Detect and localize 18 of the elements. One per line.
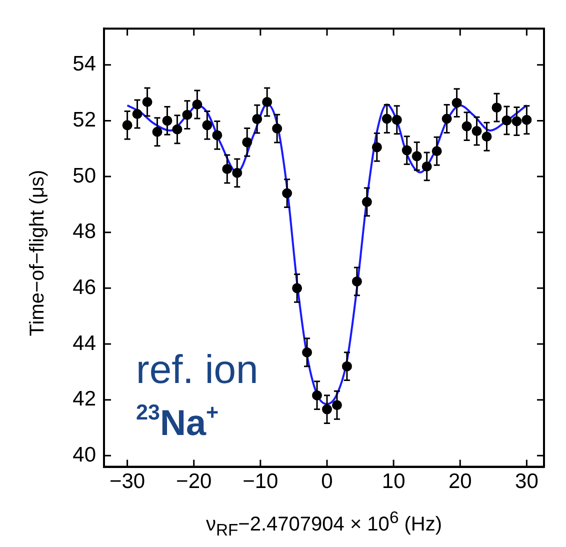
y-tick-label: 48: [72, 220, 96, 244]
y-axis-title: Time−of−flight (μs): [26, 170, 50, 336]
x-tick-label: 30: [515, 470, 538, 494]
x-tick-label: 20: [448, 470, 472, 494]
y-tick-label: 50: [72, 164, 96, 188]
x-tick-label: −20: [176, 470, 212, 494]
x-tick-label: 10: [382, 470, 406, 494]
y-tick-label: 54: [72, 52, 96, 76]
y-tick-label: 42: [72, 388, 96, 411]
x-axis-title: ν$_{RF}$−2.4707904 × 10$^{6}$ (Hz): [204, 508, 444, 541]
y-tick-label: 52: [72, 108, 96, 132]
x-tick-label: −30: [109, 470, 146, 494]
y-tick-label: 46: [72, 276, 96, 299]
y-tick-label: 40: [72, 443, 96, 466]
annotation: ref. ion: [136, 348, 258, 392]
y-tick-label: 44: [72, 332, 96, 355]
x-tick-label: −10: [242, 470, 278, 494]
x-tick-label: 0: [321, 470, 333, 494]
